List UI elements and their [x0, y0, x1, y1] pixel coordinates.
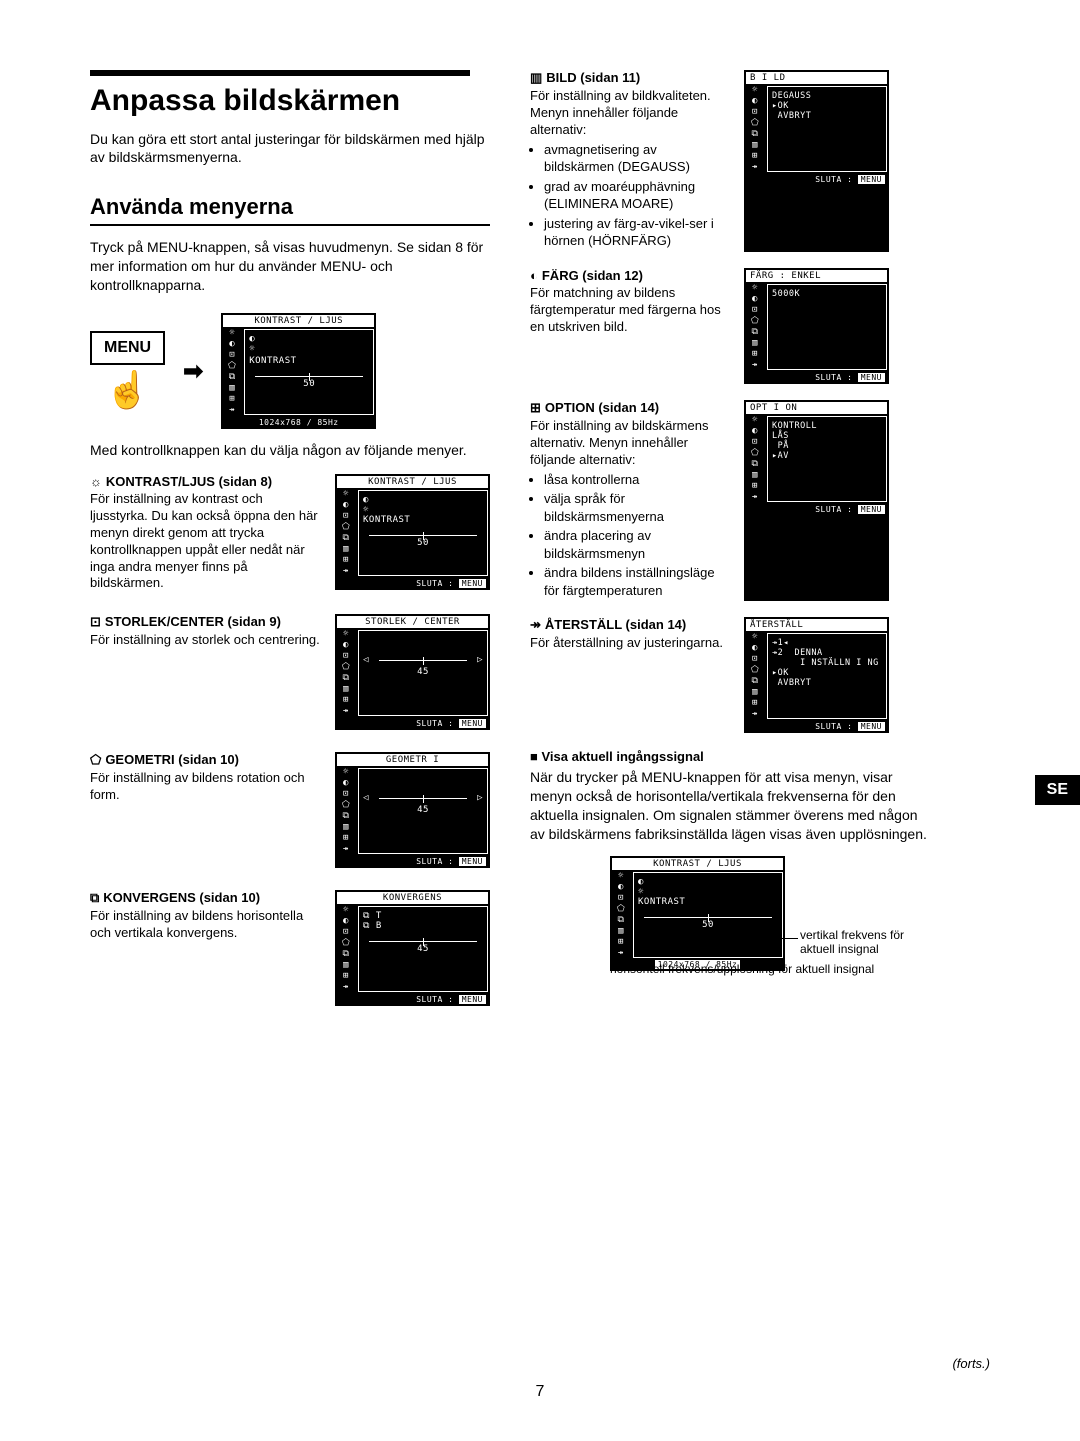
osd-footer: SLUTA : MENU: [337, 719, 488, 728]
menu-item-desc: För inställning av bildens rotation och …: [90, 770, 321, 804]
main-osd: KONTRAST / LJUS ☼◐⊡⬠⧉▥⊞↠ ◐ ☼ KONTRAST 50: [221, 313, 376, 429]
osd-title: KONTRAST / LJUS: [337, 476, 488, 488]
osd-sidebar-icons: ☼◐⊡⬠⧉▥⊞↠: [223, 329, 241, 415]
menu-item: ⊡STORLEK/CENTER (sidan 9) För inställnin…: [90, 614, 490, 730]
sig-osd-line: KONTRAST: [638, 897, 778, 907]
osd-sidebar-icons: ☼◐⊡⬠⧉▥⊞↠: [612, 872, 630, 958]
osd-title: OPT I ON: [746, 402, 887, 414]
hand-icon: ☝: [90, 369, 165, 411]
signal-heading: Visa aktuell ingångssignal: [530, 749, 930, 764]
menu-item-desc: För inställning av bildens horisontella …: [90, 908, 321, 942]
menu-item-osd: STORLEK / CENTER ☼◐⊡⬠⧉▥⊞↠ ◁▷ 45 SLUTA : …: [335, 614, 490, 730]
after-menu-text: Med kontrollknappen kan du välja någon a…: [90, 441, 490, 460]
menu-item-osd: FÄRG : ENKEL ☼◐⊡⬠⧉▥⊞↠ 5000K SLUTA : MENU: [744, 268, 889, 384]
osd-value: 45: [363, 667, 483, 677]
menu-item: ↠ÅTERSTÄLL (sidan 14) För återställning …: [530, 617, 930, 733]
continued-label: (forts.): [952, 1356, 990, 1371]
menu-item-heading: ↠ÅTERSTÄLL (sidan 14): [530, 617, 730, 633]
menu-item-osd: KONVERGENS ☼◐⊡⬠⧉▥⊞↠ ⧉ T⧉ B 45 SLUTA : ME…: [335, 890, 490, 1006]
menu-item-desc: För matchning av bildens färgtemperatur …: [530, 285, 730, 336]
menu-item-heading: ▥BILD (sidan 11): [530, 70, 730, 86]
menu-item-osd: B I LD ☼◐⊡⬠⧉▥⊞↠ DEGAUSS▸OK AVBRYT SLUTA …: [744, 70, 889, 252]
arrow-right-icon: ➡: [183, 357, 203, 386]
menu-item-osd: KONTRAST / LJUS ☼◐⊡⬠⧉▥⊞↠ ◐☼ KONTRAST 50 …: [335, 474, 490, 590]
menu-item-bullets: avmagnetisering av bildskärmen (DEGAUSS)…: [530, 141, 730, 250]
intro-text: Du kan göra ett stort antal justeringar …: [90, 130, 490, 166]
menu-item-heading: ⊞OPTION (sidan 14): [530, 400, 730, 416]
menu-item: ⊞OPTION (sidan 14) För inställning av bi…: [530, 400, 930, 602]
osd-title: KONVERGENS: [337, 892, 488, 904]
menu-item-desc: För inställning av storlek och centrerin…: [90, 632, 321, 649]
osd-title: STORLEK / CENTER: [337, 616, 488, 628]
menu-item-osd: GEOMETR I ☼◐⊡⬠⧉▥⊞↠ ◁▷ 45 SLUTA : MENU: [335, 752, 490, 868]
page-title: Anpassa bildskärmen: [90, 84, 490, 118]
osd-line: KONTRAST: [363, 515, 483, 525]
osd-footer: 1024x768 / 85Hz: [223, 418, 374, 427]
menu-item: ⧉KONVERGENS (sidan 10) För inställning a…: [90, 890, 490, 1006]
menu-item: ▥BILD (sidan 11) För inställning av bild…: [530, 70, 930, 252]
menu-item-desc: För inställning av kontrast och ljusstyr…: [90, 491, 321, 592]
menu-item: ◐FÄRG (sidan 12) För matchning av bilden…: [530, 268, 930, 384]
menu-item-bullets: låsa kontrollernavälja språk för bildskä…: [530, 471, 730, 600]
page-number: 7: [536, 1383, 545, 1401]
section-heading: Använda menyerna: [90, 194, 490, 226]
menu-item-osd: ÅTERSTÄLL ☼◐⊡⬠⧉▥⊞↠ ↠1◂↠2 DENNA I NSTÄLLN…: [744, 617, 889, 733]
osd-footer: SLUTA : MENU: [746, 373, 887, 382]
osd-title: B I LD: [746, 72, 887, 84]
sig-label-vertical: vertikal frekvens för aktuell insignal: [800, 928, 930, 957]
menu-item: ⬠GEOMETRI (sidan 10) För inställning av …: [90, 752, 490, 868]
osd-line: KONTRAST: [249, 356, 369, 366]
osd-footer: SLUTA : MENU: [746, 175, 887, 184]
osd-title: KONTRAST / LJUS: [223, 315, 374, 327]
menu-button-label: MENU: [90, 331, 165, 365]
osd-footer: SLUTA : MENU: [337, 579, 488, 588]
menu-item-desc: För återställning av justeringarna.: [530, 635, 730, 652]
header-bar: [90, 70, 470, 76]
menu-item-heading: ☼KONTRAST/LJUS (sidan 8): [90, 474, 321, 489]
signal-text: När du trycker på MENU-knappen för att v…: [530, 768, 930, 844]
osd-footer: SLUTA : MENU: [746, 722, 887, 731]
menu-item-heading: ⊡STORLEK/CENTER (sidan 9): [90, 614, 321, 630]
menu-item-heading: ◐FÄRG (sidan 12): [530, 268, 730, 283]
osd-title: GEOMETR I: [337, 754, 488, 766]
signal-figure: KONTRAST / LJUS ☼◐⊡⬠⧉▥⊞↠ ◐ ☼ KONTRAST 50: [610, 856, 930, 971]
sig-label-horizontal: horisontell frekvens/upplösning för aktu…: [610, 962, 874, 976]
menu-item-heading: ⬠GEOMETRI (sidan 10): [90, 752, 321, 768]
section-text: Tryck på MENU-knappen, så visas huvudmen…: [90, 238, 490, 295]
menu-item-osd: OPT I ON ☼◐⊡⬠⧉▥⊞↠ KONTROLLLÅS PÅ▸AV SLUT…: [744, 400, 889, 602]
menu-item-desc: För inställning av bildskärmens alternat…: [530, 418, 730, 469]
menu-item: ☼KONTRAST/LJUS (sidan 8) För inställning…: [90, 474, 490, 592]
sig-osd-title: KONTRAST / LJUS: [612, 858, 783, 870]
osd-footer: SLUTA : MENU: [337, 995, 488, 1004]
osd-value: 45: [363, 805, 483, 815]
menu-item-desc: För inställning av bildkvaliteten.Menyn …: [530, 88, 730, 139]
menu-item-heading: ⧉KONVERGENS (sidan 10): [90, 890, 321, 906]
language-tab: SE: [1035, 775, 1080, 805]
osd-title: ÅTERSTÄLL: [746, 619, 887, 631]
osd-footer: SLUTA : MENU: [337, 857, 488, 866]
menu-demo-row: MENU ☝ ➡ KONTRAST / LJUS ☼◐⊡⬠⧉▥⊞↠ ◐ ☼ KO…: [90, 313, 490, 429]
osd-title: FÄRG : ENKEL: [746, 270, 887, 282]
osd-footer: SLUTA : MENU: [746, 505, 887, 514]
